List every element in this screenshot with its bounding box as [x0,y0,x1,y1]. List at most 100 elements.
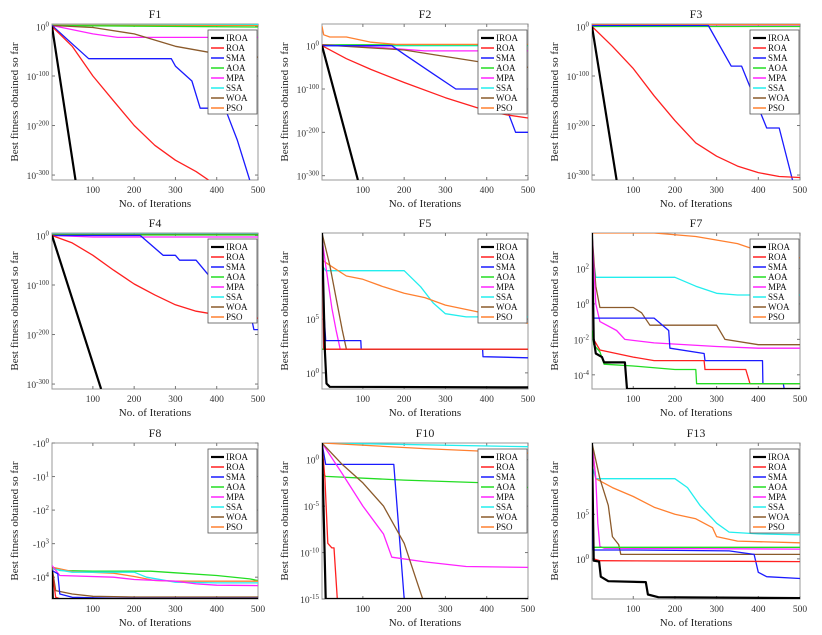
x-tick-label: 300 [710,395,725,405]
y-tick-label: 10-200 [27,120,50,133]
legend-label-ssa: SSA [226,292,243,302]
legend-label-roa: ROA [226,252,246,262]
legend-label-aoa: AOA [768,482,788,492]
x-tick-label: 200 [127,186,142,196]
legend-label-woa: WOA [768,512,790,522]
legend-label-roa: ROA [226,43,246,53]
x-axis-label: No. of Iterations [389,198,461,210]
legend-label-ssa: SSA [768,83,785,93]
chart-f10: F10 100 200 300 400 500 100 10-5 10-10 10-15 No. o… [279,426,535,629]
x-tick-label: 500 [251,605,266,615]
legend-label-woa: WOA [496,512,518,522]
legend-label-sma: SMA [226,53,246,63]
series-aoa [52,24,258,28]
series-mpa [52,565,258,587]
legend-label-mpa: MPA [496,73,515,83]
legend-label-aoa: AOA [226,272,246,282]
x-axis-label: No. of Iterations [119,198,191,210]
y-tick-label: 10-100 [27,70,50,83]
legend-label-sma: SMA [496,262,516,272]
series-group [322,233,528,389]
x-tick-label: 100 [626,395,641,405]
legend-label-iroa: IROA [226,452,248,462]
legend-label-pso: PSO [226,522,243,532]
y-tick-label: 10-5 [304,500,320,513]
legend-label-mpa: MPA [768,282,787,292]
y-tick-label: 10-300 [567,169,590,182]
y-tick-label: 10-300 [27,378,50,391]
y-tick-label: -100 [33,437,50,450]
x-tick-label: 200 [397,186,412,196]
series-group [592,24,800,180]
x-tick-label: 100 [86,186,101,196]
y-tick-label: -101 [33,471,50,484]
legend-label-roa: ROA [768,43,788,53]
y-axis-label: Best fitness obtained so far [279,251,291,370]
legend-label-iroa: IROA [496,242,518,252]
legend-label-mpa: MPA [768,492,787,502]
legend-label-aoa: AOA [496,63,516,73]
y-tick-label: 100 [576,553,590,566]
legend-label-pso: PSO [226,103,243,113]
legend-label-iroa: IROA [768,33,790,43]
y-tick-label: 105 [576,508,590,521]
series-mpa [322,443,528,569]
legend-box [749,238,800,324]
y-axis-label: Best fitness obtained so far [549,251,561,370]
y-tick-label: 10-10 [300,547,319,560]
x-tick-label: 200 [397,605,412,615]
x-tick-label: 100 [86,395,101,405]
y-tick-label: 10-200 [27,329,50,342]
legend-box [207,448,258,534]
chart-title: F3 [690,7,703,21]
legend-label-ssa: SSA [768,292,785,302]
x-tick-label: 300 [168,605,183,615]
legend-label-sma: SMA [768,262,788,272]
series-ssa [592,465,800,536]
series-sma [322,45,528,133]
x-tick-label: 400 [210,605,225,615]
series-roa [52,234,258,319]
series-iroa [52,235,103,389]
y-axis-label: Best fitness obtained so far [549,461,561,580]
series-group [322,26,528,180]
legend-label-iroa: IROA [768,242,790,252]
chart-title: F4 [149,216,162,230]
legend-label-pso: PSO [496,312,513,322]
legend-label-pso: PSO [768,522,785,532]
x-tick-label: 500 [521,186,536,196]
legend-label-pso: PSO [768,312,785,322]
x-tick-label: 400 [480,395,495,405]
legend-label-aoa: AOA [768,63,788,73]
legend-label-roa: ROA [768,252,788,262]
legend-label-sma: SMA [226,472,246,482]
legend-label-roa: ROA [496,43,516,53]
x-tick-label: 300 [438,395,453,405]
x-tick-label: 200 [127,605,142,615]
x-tick-label: 400 [210,186,225,196]
series-mpa [592,233,800,349]
legend-label-iroa: IROA [496,33,518,43]
x-axis-label: No. of Iterations [119,617,191,629]
series-iroa [52,570,258,599]
chart-f1: F1 100 200 300 400 500 100 10-100 10-200 10-300 No… [9,7,265,210]
legend-label-sma: SMA [496,53,516,63]
x-tick-label: 300 [710,605,725,615]
legend-label-woa: WOA [226,302,248,312]
x-tick-label: 500 [793,605,808,615]
y-tick-label: 100 [306,40,320,53]
x-tick-label: 100 [86,605,101,615]
x-tick-label: 300 [438,186,453,196]
x-axis-label: No. of Iterations [660,617,732,629]
legend-label-pso: PSO [496,103,513,113]
series-ssa [322,443,528,448]
legend-label-roa: ROA [496,462,516,472]
x-tick-label: 100 [356,186,371,196]
x-tick-label: 300 [438,605,453,615]
x-tick-label: 500 [793,395,808,405]
